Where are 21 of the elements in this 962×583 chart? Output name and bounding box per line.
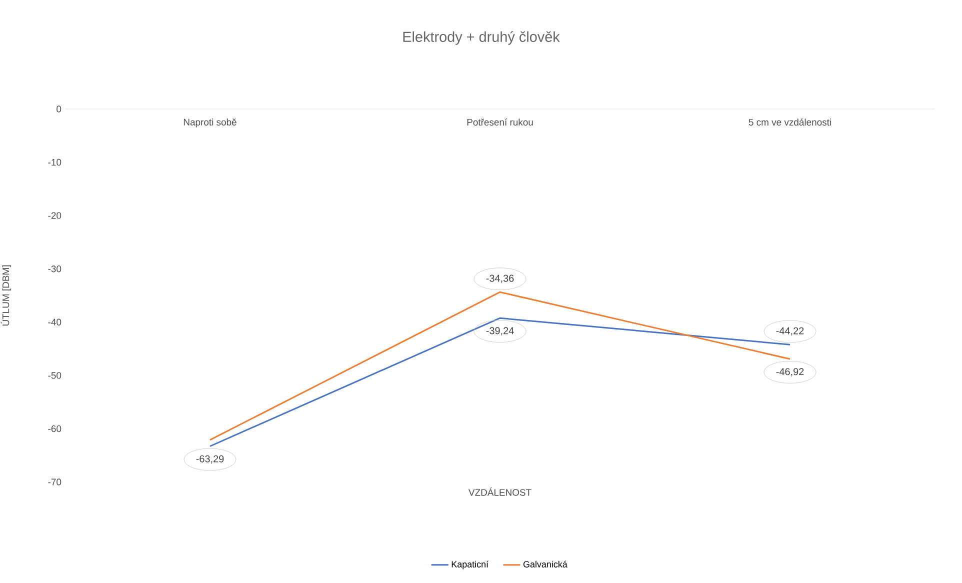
y-tick-label: -30 xyxy=(48,266,62,272)
legend-label: Galvanická xyxy=(523,560,568,568)
chart-title: Elektrody + druhý člověk xyxy=(403,31,560,45)
x-tick-label: Naproti sobě xyxy=(184,118,236,128)
y-axis-title: ÚTLUM [DBM] xyxy=(0,265,12,326)
legend-label: Kapaticní xyxy=(452,560,488,570)
y-tick-label: -10 xyxy=(48,158,62,166)
y-tick-label: -40 xyxy=(48,318,62,326)
y-tick-label: -50 xyxy=(48,372,62,379)
x-tick-label: 5 cm ve vzdálenosti xyxy=(748,118,831,126)
y-tick-label: -70 xyxy=(48,478,62,486)
y-tick-label: -60 xyxy=(48,425,62,432)
data-label: -44,22 xyxy=(776,327,804,336)
x-tick-label: Potřesení rukou xyxy=(467,118,533,126)
data-label: -63,29 xyxy=(196,455,224,464)
data-label: -34,36 xyxy=(486,274,514,284)
y-tick-label: 0 xyxy=(56,106,62,112)
data-label: -39,24 xyxy=(486,327,514,336)
data-label: -46,92 xyxy=(776,368,804,376)
y-tick-label: -20 xyxy=(48,212,62,219)
x-axis-title: VZDÁLENOST xyxy=(468,488,532,496)
